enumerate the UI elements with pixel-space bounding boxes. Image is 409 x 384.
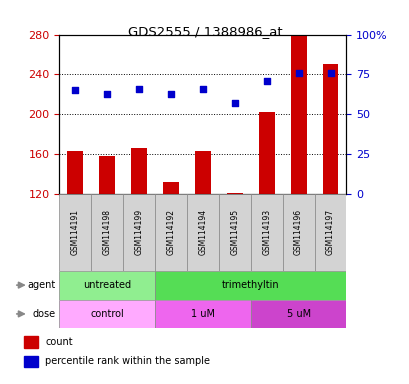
Bar	[218, 194, 250, 271]
Bar	[250, 300, 346, 328]
Bar	[290, 35, 306, 194]
Point	[263, 78, 270, 84]
Bar	[282, 194, 314, 271]
Bar	[322, 65, 338, 194]
Text: agent: agent	[27, 280, 55, 290]
Text: GSM114195: GSM114195	[230, 209, 239, 255]
Text: GSM114194: GSM114194	[198, 209, 207, 255]
Text: dose: dose	[32, 309, 55, 319]
Point	[231, 100, 238, 106]
Text: 5 uM: 5 uM	[286, 309, 310, 319]
Bar	[99, 156, 115, 194]
Text: GDS2555 / 1388986_at: GDS2555 / 1388986_at	[127, 25, 282, 38]
Point	[167, 91, 174, 97]
Bar	[250, 194, 282, 271]
Bar	[24, 356, 38, 367]
Bar	[258, 112, 274, 194]
Text: GSM114199: GSM114199	[134, 209, 143, 255]
Bar	[131, 148, 147, 194]
Text: GSM114193: GSM114193	[262, 209, 271, 255]
Bar	[59, 300, 155, 328]
Point	[135, 86, 142, 92]
Text: control: control	[90, 309, 124, 319]
Point	[294, 70, 301, 76]
Bar	[226, 193, 242, 194]
Bar	[59, 271, 155, 300]
Point	[72, 87, 79, 93]
Text: GSM114191: GSM114191	[71, 209, 80, 255]
Text: GSM114192: GSM114192	[166, 209, 175, 255]
Bar	[155, 194, 187, 271]
Bar	[91, 194, 123, 271]
Text: GSM114197: GSM114197	[325, 209, 334, 255]
Point	[104, 91, 110, 97]
Point	[199, 86, 206, 92]
Bar	[163, 182, 179, 194]
Text: 1 uM: 1 uM	[191, 309, 214, 319]
Bar	[195, 151, 210, 194]
Bar	[155, 300, 250, 328]
Bar	[155, 271, 346, 300]
Bar	[59, 194, 91, 271]
Bar	[314, 194, 346, 271]
Text: trimethyltin: trimethyltin	[221, 280, 279, 290]
Text: percentile rank within the sample: percentile rank within the sample	[45, 356, 210, 366]
Bar	[187, 194, 218, 271]
Point	[326, 70, 333, 76]
Bar	[24, 336, 38, 348]
Bar	[123, 194, 155, 271]
Bar	[67, 151, 83, 194]
Text: GSM114198: GSM114198	[103, 209, 112, 255]
Text: count: count	[45, 337, 73, 347]
Text: GSM114196: GSM114196	[293, 209, 302, 255]
Text: untreated: untreated	[83, 280, 131, 290]
